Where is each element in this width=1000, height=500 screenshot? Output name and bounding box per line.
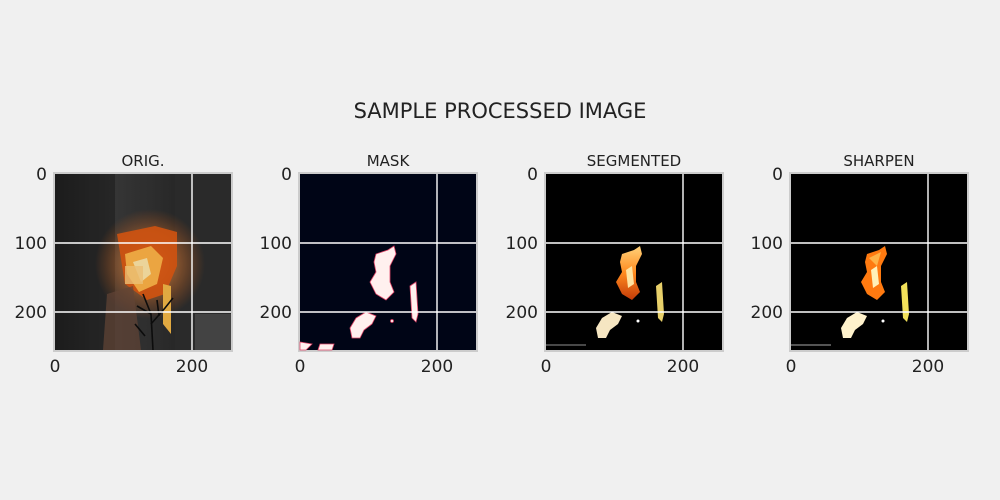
panel-sharpen-xtick-200: 200: [912, 357, 944, 377]
panel-orig-ytick-0: 0: [36, 165, 47, 185]
panel-mask-ytick-200: 200: [260, 303, 292, 323]
mask-image: [299, 174, 476, 351]
panel-sharpen: SHARPEN 0 100 200 0 200: [751, 152, 969, 377]
panel-mask-ytick-0: 0: [281, 165, 292, 185]
panel-orig-grid: [55, 174, 231, 350]
panel-orig-ytick-200: 200: [15, 303, 47, 323]
panel-segmented-grid: [546, 174, 722, 350]
panel-sharpen-title: SHARPEN: [843, 152, 914, 170]
panel-segmented-xtick-0: 0: [541, 357, 552, 377]
panel-orig-ytick-100: 100: [15, 234, 47, 254]
panel-orig-xtick-200: 200: [176, 357, 208, 377]
panel-orig-title: ORIG.: [121, 152, 164, 170]
panel-segmented-ytick-100: 100: [506, 234, 538, 254]
panel-mask-xtick-0: 0: [295, 357, 306, 377]
figure-title: SAMPLE PROCESSED IMAGE: [354, 99, 647, 123]
panel-segmented-ytick-0: 0: [527, 165, 538, 185]
panel-sharpen-ytick-100: 100: [751, 234, 783, 254]
panel-mask-grid: [300, 174, 476, 350]
panel-mask-ytick-100: 100: [260, 234, 292, 254]
panel-orig-xtick-0: 0: [50, 357, 61, 377]
panel-sharpen-grid: [791, 174, 967, 350]
orig-photo: [55, 174, 231, 351]
panel-sharpen-xtick-0: 0: [786, 357, 797, 377]
panel-segmented-ytick-200: 200: [506, 303, 538, 323]
panel-mask-xtick-200: 200: [421, 357, 453, 377]
panel-sharpen-ytick-0: 0: [772, 165, 783, 185]
panel-segmented-xtick-200: 200: [667, 357, 699, 377]
panel-mask: MASK 0 100 200 0 200: [260, 152, 478, 377]
segmented-image: [546, 174, 722, 350]
panel-mask-title: MASK: [367, 152, 411, 170]
panel-segmented-title: SEGMENTED: [587, 152, 681, 170]
panel-orig: ORIG. 0: [15, 152, 233, 377]
sharpen-image: [791, 174, 967, 350]
panel-segmented: SEGMENTED 0 100 200 0 200: [506, 152, 724, 377]
panel-sharpen-ytick-200: 200: [751, 303, 783, 323]
